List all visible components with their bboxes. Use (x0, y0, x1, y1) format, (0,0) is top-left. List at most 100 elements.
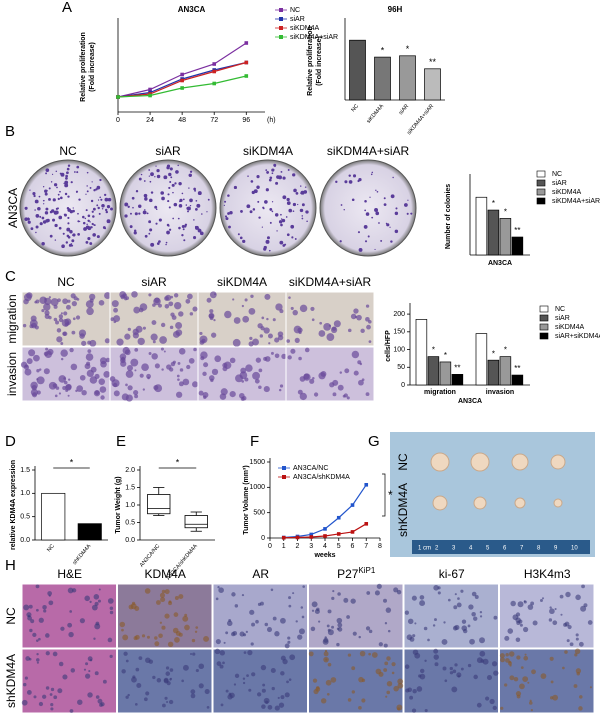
colony (53, 183, 58, 187)
column-label-text: H3K4m3 (524, 567, 571, 581)
colony (168, 206, 171, 209)
colony (33, 194, 36, 198)
nucleus (347, 698, 352, 702)
cell (332, 392, 337, 397)
cell (131, 291, 138, 298)
colony (84, 217, 87, 220)
nucleus (36, 653, 39, 656)
y-tick-label: 0 (401, 382, 405, 389)
legend-label: AN3CA/shKDM4A (293, 474, 350, 481)
x-tick-label: 1 (282, 543, 286, 550)
nucleus (280, 671, 285, 676)
nucleus (109, 606, 114, 610)
nucleus (384, 661, 389, 666)
cell (48, 296, 52, 299)
nucleus (432, 624, 436, 627)
legend-label: siKDM4A (555, 324, 585, 331)
nucleus (255, 619, 259, 624)
colony (64, 192, 68, 196)
cell (87, 349, 92, 354)
bar-annotation: * (432, 346, 435, 355)
cell (248, 307, 256, 315)
colony (156, 169, 160, 173)
colony (154, 205, 158, 209)
cell (333, 320, 341, 328)
nucleus (411, 595, 417, 601)
colony (54, 239, 57, 241)
colony (155, 208, 158, 210)
nucleus (270, 667, 276, 674)
nucleus (233, 683, 237, 686)
column-label: siAR (141, 275, 167, 289)
cell (159, 336, 167, 344)
cell (288, 296, 291, 299)
colony (87, 214, 91, 218)
x-tick-label: 72 (210, 117, 218, 124)
data-point (180, 72, 184, 77)
colony (42, 199, 45, 202)
colony (280, 218, 283, 220)
nucleus (45, 633, 50, 638)
bar (424, 68, 441, 101)
bar (41, 492, 66, 541)
cell (139, 373, 144, 378)
nucleus (522, 676, 529, 682)
nucleus (493, 670, 499, 676)
nucleus (138, 656, 143, 660)
colony (253, 189, 258, 194)
nucleus (414, 652, 421, 659)
cell (33, 354, 40, 362)
nucleus (550, 680, 554, 684)
colony (256, 185, 260, 190)
colony (27, 217, 30, 219)
nucleus (540, 673, 547, 679)
nucleus (94, 601, 99, 606)
cell (186, 364, 191, 370)
cell (309, 378, 315, 384)
colony (297, 203, 299, 206)
colony (252, 208, 256, 211)
nucleus (397, 682, 404, 689)
colony (52, 198, 56, 202)
column-label-text: KDM4A (145, 567, 186, 581)
nucleus (245, 630, 248, 633)
colony (406, 212, 409, 215)
nucleus (84, 595, 90, 602)
y-tick-label: 1.0 (20, 490, 30, 497)
bar-annotation: ** (454, 363, 460, 372)
nucleus (365, 626, 371, 631)
legend-swatch (539, 332, 549, 340)
cell (89, 376, 98, 384)
x-axis-label: weeks (313, 552, 335, 559)
cell (113, 390, 120, 397)
column-label: NC (59, 144, 77, 158)
cell (39, 296, 47, 305)
colony (279, 240, 284, 245)
colony (66, 234, 70, 238)
bar-annotation: ** (429, 57, 437, 67)
cell (28, 349, 36, 357)
nucleus (198, 683, 204, 689)
y-tick-label: 150 (393, 329, 405, 336)
cell (245, 364, 253, 372)
nucleus (154, 636, 158, 640)
colony (178, 204, 183, 208)
nucleus (509, 675, 515, 681)
colony (247, 175, 249, 177)
colony (67, 216, 70, 220)
bar (427, 356, 440, 386)
colony (92, 233, 96, 237)
cell (318, 372, 326, 380)
colony (148, 232, 151, 235)
nucleus (87, 656, 93, 662)
nucleus (346, 615, 350, 619)
colony (52, 218, 56, 222)
nucleus (288, 678, 292, 681)
colony (169, 181, 172, 184)
nucleus (203, 635, 210, 642)
cell (214, 355, 222, 363)
nucleus (460, 667, 464, 671)
nucleus (125, 659, 129, 663)
cell (142, 326, 146, 330)
nucleus (452, 669, 457, 674)
